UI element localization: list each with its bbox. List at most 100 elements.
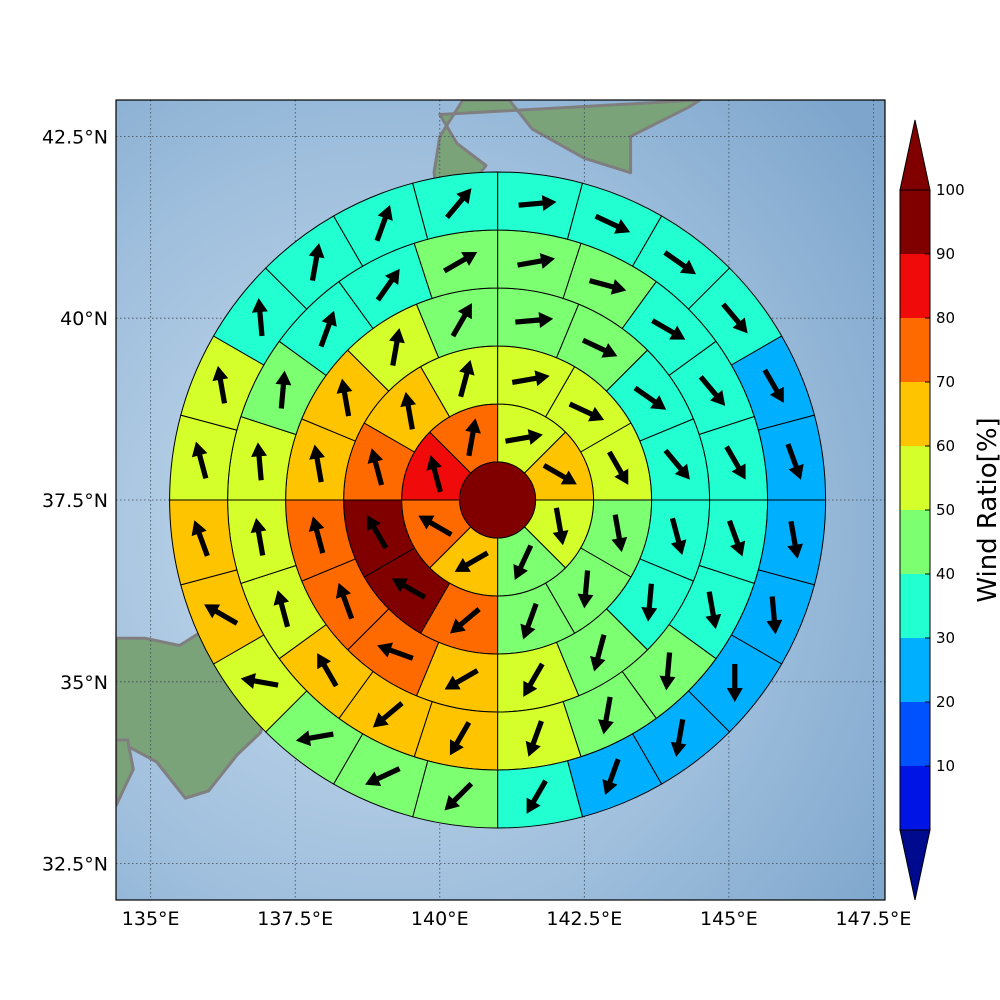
wind-arrow <box>641 583 658 622</box>
wind-arrow <box>787 520 804 559</box>
wind-arrow <box>465 418 481 457</box>
lat-tick-label: 37.5°N <box>42 490 108 512</box>
wind-arrow <box>443 252 478 274</box>
wind-arrow <box>366 515 389 550</box>
colorbar-extend-min <box>899 829 931 901</box>
wind-arrow <box>721 302 748 334</box>
wind-arrow <box>651 318 686 340</box>
wind-arrow <box>240 673 279 689</box>
wind-arrow <box>517 253 555 269</box>
wind-arrow <box>445 188 472 220</box>
lon-tick-label: 140°E <box>411 908 469 930</box>
wind-arrow <box>458 359 475 398</box>
wind-arrow <box>389 328 405 366</box>
colorbar-tick-label: 100 <box>936 181 965 199</box>
colorbar-tick-label: 30 <box>936 629 955 647</box>
wind-arrow <box>400 391 417 430</box>
colorbar-tick-label: 60 <box>936 437 955 455</box>
wind-arrow <box>391 578 427 600</box>
wind-arrow <box>669 517 687 556</box>
wind-arrow <box>191 520 210 557</box>
wind-arrow <box>726 664 743 702</box>
wind-arrow <box>308 516 326 554</box>
center-disk <box>459 461 537 539</box>
colorbar-band <box>900 638 930 702</box>
wind-arrow <box>515 312 554 328</box>
colorbar-tick-label: 10 <box>936 757 955 775</box>
wind-arrow <box>785 443 804 480</box>
wind-arrow <box>594 213 631 234</box>
lon-tick-label: 135°E <box>122 908 180 930</box>
wind-arrow <box>663 250 696 275</box>
colorbar-band <box>900 190 930 254</box>
wind-arrow <box>526 779 548 814</box>
wind-ratio-sectors <box>169 171 827 829</box>
colorbar-band <box>900 318 930 382</box>
wind-arrow <box>454 550 489 572</box>
wind-arrow <box>365 766 401 786</box>
wind-arrow <box>374 205 393 242</box>
wind-arrow <box>542 463 577 485</box>
wind-arrow <box>250 518 267 556</box>
wind-arrow <box>659 652 676 691</box>
wind-arrow <box>511 370 550 387</box>
wind-arrow <box>335 582 355 620</box>
wind-arrow <box>590 634 607 672</box>
colorbar-band <box>900 382 930 446</box>
wind-arrow <box>426 455 443 493</box>
wind-arrow <box>724 445 746 480</box>
lat-tick-label: 32.5°N <box>42 854 108 876</box>
lat-tick-label: 42.5°N <box>42 126 108 148</box>
colorbar-tick-label: 50 <box>936 501 955 519</box>
wind-arrow <box>727 519 746 557</box>
wind-arrow <box>450 303 472 338</box>
wind-arrow <box>602 758 621 795</box>
wind-arrow <box>251 442 268 481</box>
land-shikoku <box>116 738 135 807</box>
colorbar-extend-max <box>899 119 931 191</box>
lon-tick-label: 142.5°E <box>546 908 622 930</box>
wind-arrow <box>766 596 783 635</box>
wind-arrow <box>367 448 385 486</box>
colorbar-tick-label: 90 <box>936 245 955 263</box>
wind-arrow <box>251 298 268 337</box>
map-frame <box>115 99 886 901</box>
wind-arrow <box>588 278 627 295</box>
wind-arrow <box>568 401 605 422</box>
wind-arrow <box>607 450 629 485</box>
wind-arrow <box>191 441 209 480</box>
map-panel <box>115 99 886 901</box>
colorbar-band <box>900 510 930 574</box>
wind-arrow <box>375 268 400 302</box>
wind-arrow <box>552 507 569 546</box>
lat-tick-label: 40°N <box>60 308 108 330</box>
colorbar-tick-label: 40 <box>936 565 955 583</box>
wind-arrow <box>577 570 594 609</box>
wind-arrow <box>449 607 481 634</box>
colorbar-tick-label: 70 <box>936 373 955 391</box>
colorbar-tick-label: 20 <box>936 693 955 711</box>
wind-arrow <box>523 662 545 697</box>
wind-arrow <box>275 370 292 409</box>
wind-arrow <box>633 385 667 410</box>
wind-arrow <box>336 378 353 417</box>
wind-arrow <box>309 444 325 483</box>
wind-arrow <box>670 719 687 757</box>
wind-arrow <box>372 701 404 728</box>
lon-tick-label: 147.5°E <box>835 908 911 930</box>
colorbar-band <box>900 574 930 638</box>
wind-arrow <box>598 696 614 735</box>
wind-arrow <box>518 195 557 212</box>
lat-tick-label: 35°N <box>60 672 108 694</box>
colorbar: 100 90 80 70 60 50 40 30 20 10 <box>899 119 965 901</box>
wind-arrow <box>444 668 479 690</box>
colorbar-band <box>900 254 930 318</box>
wind-arrow <box>505 429 543 445</box>
wind-arrow <box>377 642 414 661</box>
lon-tick-label: 137.5°E <box>257 908 333 930</box>
wind-arrow <box>273 590 291 628</box>
colorbar-label: Wind Ratio[%] <box>973 417 1000 602</box>
wind-arrow <box>449 721 472 756</box>
wind-arrow <box>212 365 229 404</box>
wind-arrow <box>444 781 474 811</box>
